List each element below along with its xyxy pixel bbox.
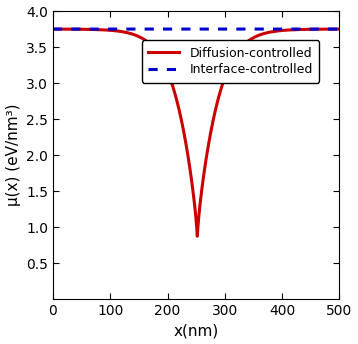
Interface-controlled: [51, 27, 55, 31]
Interface-controlled: [83, 27, 88, 31]
Interface-controlled: [161, 27, 165, 31]
Diffusion-controlled: [332, 27, 336, 31]
Diffusion-controlled: [83, 27, 88, 31]
Interface-controlled: [337, 27, 342, 31]
Line: Diffusion-controlled: Diffusion-controlled: [53, 29, 339, 236]
Diffusion-controlled: [301, 28, 305, 32]
Diffusion-controlled: [337, 27, 342, 31]
Interface-controlled: [173, 27, 177, 31]
Diffusion-controlled: [161, 59, 165, 63]
Diffusion-controlled: [195, 234, 199, 238]
Interface-controlled: [101, 27, 105, 31]
Diffusion-controlled: [173, 93, 177, 97]
Diffusion-controlled: [51, 27, 55, 31]
Legend: Diffusion-controlled, Interface-controlled: Diffusion-controlled, Interface-controll…: [142, 40, 319, 83]
Diffusion-controlled: [101, 28, 105, 32]
Interface-controlled: [332, 27, 336, 31]
Y-axis label: μ(x) (eV/nm³): μ(x) (eV/nm³): [6, 104, 20, 206]
X-axis label: x(nm): x(nm): [174, 323, 219, 338]
Interface-controlled: [301, 27, 305, 31]
